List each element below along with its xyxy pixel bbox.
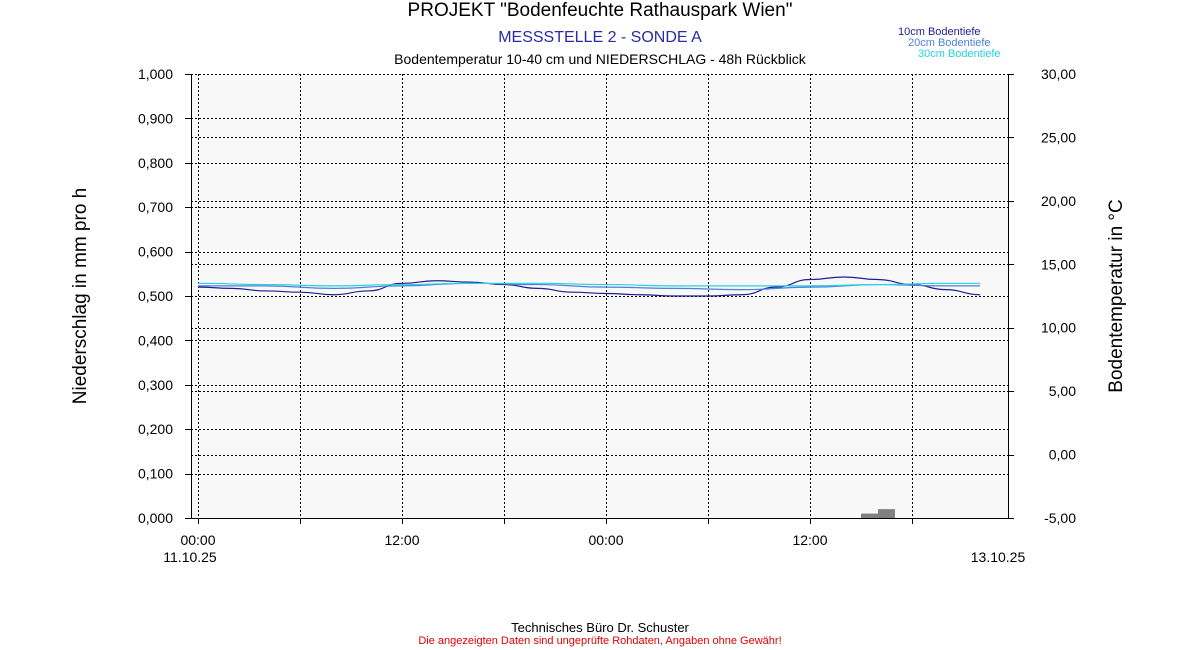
grid bbox=[191, 74, 1008, 518]
x-tick-label: 12:00 bbox=[384, 532, 419, 548]
y-tick-label-right: 15,00 bbox=[1041, 256, 1076, 272]
y-tick-label-right: 10,00 bbox=[1041, 320, 1076, 336]
footer-disclaimer: Die angezeigten Daten sind ungeprüfte Ro… bbox=[418, 635, 782, 647]
y-tick-label-right: 25,00 bbox=[1041, 129, 1076, 145]
footer-company: Technisches Büro Dr. Schuster bbox=[511, 620, 689, 635]
chart-description: Bodentemperatur 10-40 cm und NIEDERSCHLA… bbox=[394, 51, 806, 67]
y-tick-label-left: 0,500 bbox=[138, 288, 173, 304]
y-tick-label-left: 0,200 bbox=[138, 421, 173, 437]
x-tick-label: 00:00 bbox=[588, 532, 623, 548]
series-line-1 bbox=[197, 276, 981, 297]
y-tick-label-left: 1,000 bbox=[138, 66, 173, 82]
precipitation-bars bbox=[861, 509, 895, 518]
y-tick-label-right: -5,00 bbox=[1044, 510, 1076, 526]
y-tick-label-right: 5,00 bbox=[1049, 383, 1076, 399]
x-tick-sublabel: 13.10.25 bbox=[971, 549, 1026, 565]
axes bbox=[185, 74, 1014, 524]
y-tick-label-right: 30,00 bbox=[1041, 66, 1076, 82]
temperature-lines bbox=[197, 276, 981, 297]
legend-entry-30cm: 30cm Bodentiefe bbox=[918, 48, 1001, 60]
x-tick-sublabel: 11.10.25 bbox=[163, 549, 217, 565]
y-tick-label-left: 0,700 bbox=[138, 199, 173, 215]
y-tick-label-right: 20,00 bbox=[1041, 193, 1076, 209]
chart-subtitle: MESSSTELLE 2 - SONDE A bbox=[498, 29, 702, 46]
y-tick-label-left: 0,300 bbox=[138, 377, 173, 393]
series-line-3 bbox=[197, 282, 980, 287]
x-tick-label: 12:00 bbox=[792, 532, 827, 548]
y-tick-label-left: 0,400 bbox=[138, 332, 173, 348]
tick-labels: 0,000 0,100 0,200 0,300 0,400 0,500 0,600 0,700… bbox=[138, 66, 1076, 565]
y-tick-label-left: 0,100 bbox=[138, 466, 173, 482]
y-tick-label-left: 0,900 bbox=[138, 110, 173, 126]
y-tick-label-left: 0,800 bbox=[138, 155, 173, 171]
y-tick-label-left: 0,000 bbox=[138, 510, 173, 526]
y-axis-label-right: Bodentemperatur in °C bbox=[1106, 199, 1127, 392]
precip-bar bbox=[861, 513, 878, 518]
x-tick-label: 00:00 bbox=[180, 532, 215, 548]
chart-title: PROJEKT "Bodenfeuchte Rathauspark Wien" bbox=[407, 0, 793, 21]
precip-bar bbox=[878, 509, 895, 518]
y-tick-label-left: 0,600 bbox=[138, 244, 173, 260]
legend-entry-10cm: 10cm Bodentiefe bbox=[898, 26, 981, 38]
legend-entry-20cm: 20cm Bodentiefe bbox=[908, 37, 991, 49]
y-tick-label-right: 0,00 bbox=[1049, 447, 1076, 463]
y-axis-label-left: Niederschlag in mm pro h bbox=[70, 188, 91, 404]
